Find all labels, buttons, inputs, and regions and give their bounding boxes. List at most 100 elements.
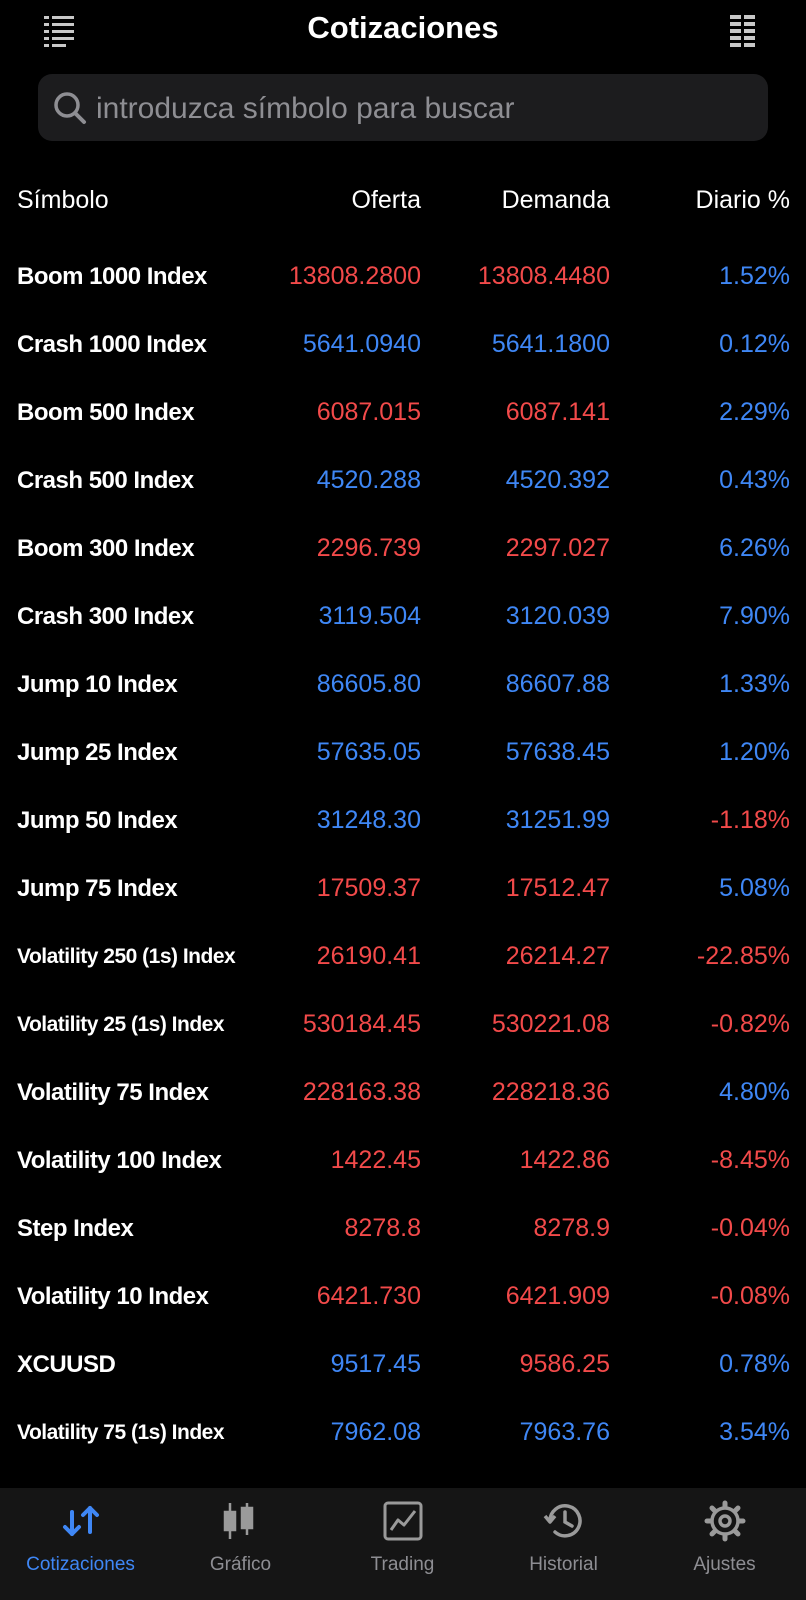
bid-price: 3119.504 <box>318 602 421 630</box>
symbol-name: Boom 500 Index <box>17 398 195 426</box>
quote-row[interactable]: Volatility 75 Index 228163.38 228218.36 4.8… <box>0 1058 806 1126</box>
bid-price: 17509.37 <box>316 874 421 902</box>
column-change[interactable]: Diario % <box>695 186 790 214</box>
column-header: Símbolo Oferta Demanda Diario % <box>0 186 806 226</box>
tab-label: Historial <box>529 1554 598 1575</box>
daily-change: 4.80% <box>719 1078 790 1106</box>
history-clock-icon <box>543 1504 582 1538</box>
daily-change: 0.43% <box>719 466 790 494</box>
daily-change: 0.12% <box>719 330 790 358</box>
quote-row[interactable]: Volatility 10 Index 6421.730 6421.909 -0.08… <box>0 1262 806 1330</box>
tab-quotes[interactable]: Cotizaciones <box>0 1488 161 1600</box>
quote-row[interactable]: Volatility 25 (1s) Index 530184.45 530221.… <box>0 990 806 1058</box>
quote-row[interactable]: XCUUSD 9517.45 9586.25 0.78% <box>0 1330 806 1398</box>
ask-price: 17512.47 <box>505 874 610 902</box>
quote-row[interactable]: Crash 1000 Index 5641.0940 5641.1800 0.12% <box>0 310 806 378</box>
column-bid[interactable]: Oferta <box>351 186 421 214</box>
search-input[interactable] <box>94 74 758 143</box>
quote-row[interactable]: Volatility 75 (1s) Index 7962.08 7963.76 3.… <box>0 1398 806 1466</box>
tab-label: Cotizaciones <box>26 1554 135 1575</box>
daily-change: 6.26% <box>719 534 790 562</box>
quote-row[interactable]: Volatility 100 Index 1422.45 1422.86 -8.45% <box>0 1126 806 1194</box>
bid-price: 6421.730 <box>316 1282 421 1310</box>
quote-row[interactable]: Jump 25 Index 57635.05 57638.45 1.20% <box>0 718 806 786</box>
settings-gear-icon <box>704 1500 746 1542</box>
search-icon <box>54 92 86 124</box>
quotes-list[interactable]: Boom 1000 Index 13808.2800 13808.4480 1.52%… <box>0 242 806 1488</box>
symbol-name: Boom 1000 Index <box>17 262 207 290</box>
tab-history[interactable]: Historial <box>483 1488 644 1600</box>
column-ask[interactable]: Demanda <box>501 186 610 214</box>
grid-view-icon[interactable] <box>728 12 764 48</box>
bid-price: 1422.45 <box>330 1146 421 1174</box>
daily-change: 5.08% <box>719 874 790 902</box>
top-bar: Cotizaciones <box>0 0 806 64</box>
bid-price: 9517.45 <box>330 1350 421 1378</box>
tab-label: Ajustes <box>693 1554 756 1575</box>
symbol-name: Jump 50 Index <box>17 806 178 834</box>
quote-row[interactable]: Volatility 250 (1s) Index 26190.41 26214.2… <box>0 922 806 990</box>
symbol-name: Volatility 25 (1s) Index <box>17 1012 225 1036</box>
tab-bar: Cotizaciones Gráfico Trading Historial <box>0 1488 806 1600</box>
bid-price: 7962.08 <box>330 1418 421 1446</box>
quote-row[interactable]: Jump 75 Index 17509.37 17512.47 5.08% <box>0 854 806 922</box>
ask-price: 13808.4480 <box>477 262 610 290</box>
tab-chart[interactable]: Gráfico <box>160 1488 321 1600</box>
daily-change: 1.20% <box>719 738 790 766</box>
daily-change: 0.78% <box>719 1350 790 1378</box>
quote-row[interactable]: Jump 50 Index 31248.30 31251.99 -1.18% <box>0 786 806 854</box>
tab-trading[interactable]: Trading <box>322 1488 483 1600</box>
ask-price: 86607.88 <box>505 670 610 698</box>
ask-price: 8278.9 <box>533 1214 610 1242</box>
ask-price: 7963.76 <box>519 1418 610 1446</box>
trading-chart-icon <box>383 1501 423 1541</box>
daily-change: 3.54% <box>719 1418 790 1446</box>
ask-price: 57638.45 <box>505 738 610 766</box>
symbol-name: Jump 25 Index <box>17 738 178 766</box>
tab-settings[interactable]: Ajustes <box>644 1488 805 1600</box>
bid-price: 13808.2800 <box>288 262 421 290</box>
bid-price: 6087.015 <box>316 398 421 426</box>
ask-price: 3120.039 <box>505 602 610 630</box>
candlestick-chart-icon <box>223 1503 254 1539</box>
search-bar[interactable] <box>38 74 768 143</box>
daily-change: -22.85% <box>696 942 790 970</box>
symbol-name: Crash 300 Index <box>17 602 194 630</box>
ask-price: 2297.027 <box>505 534 610 562</box>
ask-price: 31251.99 <box>505 806 610 834</box>
daily-change: 2.29% <box>719 398 790 426</box>
quote-row[interactable]: Jump 10 Index 86605.80 86607.88 1.33% <box>0 650 806 718</box>
quote-row[interactable]: Crash 500 Index 4520.288 4520.392 0.43% <box>0 446 806 514</box>
ask-price: 6421.909 <box>505 1282 610 1310</box>
daily-change: -8.45% <box>710 1146 790 1174</box>
quote-row[interactable]: Crash 300 Index 3119.504 3120.039 7.90% <box>0 582 806 650</box>
daily-change: 1.52% <box>719 262 790 290</box>
symbol-name: Crash 500 Index <box>17 466 194 494</box>
daily-change: -0.08% <box>710 1282 790 1310</box>
column-symbol[interactable]: Símbolo <box>17 186 109 214</box>
symbol-name: Crash 1000 Index <box>17 330 207 358</box>
quote-row[interactable]: Boom 1000 Index 13808.2800 13808.4480 1.52% <box>0 242 806 310</box>
daily-change: -0.82% <box>710 1010 790 1038</box>
symbol-name: Volatility 250 (1s) Index <box>17 944 236 968</box>
symbol-name: Boom 300 Index <box>17 534 195 562</box>
symbol-name: Volatility 75 (1s) Index <box>17 1420 225 1444</box>
symbol-name: Volatility 10 Index <box>17 1282 209 1310</box>
bid-price: 31248.30 <box>316 806 421 834</box>
page-title: Cotizaciones <box>307 10 499 45</box>
symbol-name: Volatility 75 Index <box>17 1078 209 1106</box>
bid-price: 5641.0940 <box>302 330 421 358</box>
quote-row[interactable]: Boom 300 Index 2296.739 2297.027 6.26% <box>0 514 806 582</box>
daily-change: -1.18% <box>710 806 790 834</box>
list-edit-icon[interactable] <box>42 12 78 48</box>
symbol-name: Volatility 100 Index <box>17 1146 222 1174</box>
bid-price: 86605.80 <box>316 670 421 698</box>
bid-price: 4520.288 <box>316 466 421 494</box>
quote-row[interactable]: Boom 500 Index 6087.015 6087.141 2.29% <box>0 378 806 446</box>
quote-row[interactable]: Step Index 8278.8 8278.9 -0.04% <box>0 1194 806 1262</box>
tab-label: Trading <box>370 1554 435 1575</box>
ask-price: 530221.08 <box>491 1010 610 1038</box>
ask-price: 4520.392 <box>505 466 610 494</box>
daily-change: -0.04% <box>710 1214 790 1242</box>
ask-price: 26214.27 <box>505 942 610 970</box>
